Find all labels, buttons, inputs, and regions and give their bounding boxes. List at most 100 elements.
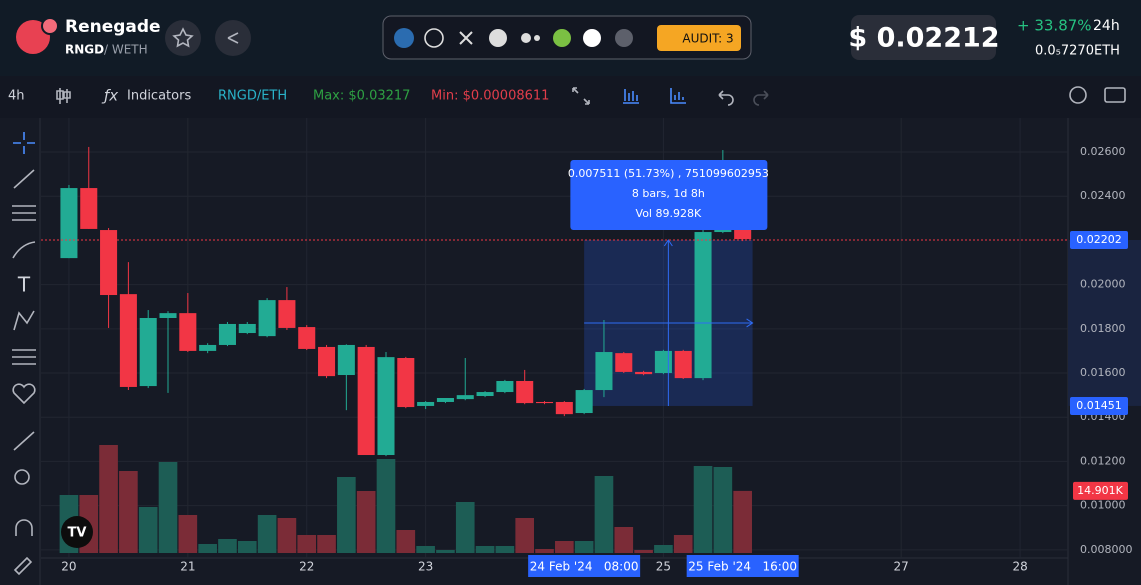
measure-tooltip bbox=[570, 160, 768, 230]
y-tick-label: 0.008000 bbox=[1080, 543, 1133, 556]
volume-bar bbox=[455, 502, 475, 553]
brush-tool[interactable] bbox=[12, 241, 36, 259]
price-marker-label: 0.01451 bbox=[1076, 399, 1122, 412]
volume-bar bbox=[713, 467, 733, 553]
lock-tool[interactable] bbox=[13, 556, 33, 576]
candle-body bbox=[377, 357, 395, 456]
volume-bar bbox=[356, 491, 376, 553]
volume-bar bbox=[555, 541, 574, 553]
fx-icon: ƒx bbox=[101, 87, 118, 105]
price-marker bbox=[1070, 230, 1128, 249]
telegram-icon[interactable] bbox=[489, 29, 507, 47]
volume-bar bbox=[693, 466, 713, 553]
favorite-button[interactable] bbox=[165, 20, 201, 56]
snapshot-icon[interactable] bbox=[1104, 87, 1126, 103]
candle-body bbox=[218, 323, 236, 345]
candle-body bbox=[615, 353, 633, 372]
candle-body bbox=[337, 344, 355, 376]
candle-body bbox=[516, 380, 534, 404]
volume-icon[interactable] bbox=[670, 88, 686, 104]
crosshair-tool[interactable] bbox=[13, 132, 35, 154]
y-tick-label: 0.02400 bbox=[1080, 189, 1126, 202]
audit-button[interactable] bbox=[657, 25, 741, 51]
fullscreen-icon[interactable] bbox=[572, 87, 590, 105]
star-icon bbox=[172, 27, 194, 48]
price-marker-label: 0.02202 bbox=[1076, 233, 1122, 246]
chart-icon[interactable] bbox=[623, 89, 639, 104]
medium-icon[interactable] bbox=[521, 33, 531, 43]
share-button[interactable] bbox=[215, 20, 251, 56]
x-tick-label: 21 bbox=[180, 560, 195, 574]
more-icon[interactable] bbox=[615, 29, 633, 47]
medium-icon-2 bbox=[534, 35, 540, 41]
volume-bar bbox=[475, 546, 495, 553]
ruler-tool[interactable] bbox=[13, 431, 35, 451]
volume-bar bbox=[237, 541, 257, 553]
tv-logo-mark: TV bbox=[68, 526, 87, 541]
trend-tool[interactable] bbox=[13, 169, 35, 189]
x-icon[interactable] bbox=[459, 31, 473, 45]
volume-bar bbox=[535, 549, 554, 553]
zoom-tool[interactable] bbox=[14, 469, 30, 485]
candle-type-icon[interactable] bbox=[56, 88, 71, 104]
candle-body bbox=[595, 352, 613, 391]
fib-tool[interactable] bbox=[12, 205, 36, 221]
gecko-icon[interactable] bbox=[553, 29, 571, 47]
chart: 0.02600 0.02400 0.02000 0.01800 0.01600 0.014… bbox=[39, 118, 1141, 585]
volume-bar bbox=[317, 535, 336, 553]
volume-bar bbox=[178, 515, 198, 553]
pattern-tool[interactable] bbox=[13, 310, 35, 331]
redo-icon[interactable] bbox=[753, 90, 769, 106]
candle-body bbox=[80, 188, 98, 229]
candle-body bbox=[278, 300, 296, 328]
share-icon bbox=[227, 32, 239, 44]
forecast-tool[interactable] bbox=[12, 349, 36, 365]
token-symbol: RNGD bbox=[65, 43, 104, 57]
candle-body bbox=[496, 380, 514, 393]
x-tick-label: 27 bbox=[894, 560, 909, 574]
volume-bar bbox=[277, 518, 297, 553]
candle-body bbox=[654, 350, 672, 374]
volume-bar bbox=[396, 530, 416, 553]
candle-body bbox=[159, 313, 177, 318]
settings-icon[interactable] bbox=[1069, 86, 1087, 104]
favorites-tool[interactable] bbox=[12, 383, 36, 405]
y-tick-label: 0.01000 bbox=[1080, 499, 1126, 512]
cmc-icon[interactable] bbox=[583, 29, 601, 47]
magnet-tool[interactable] bbox=[15, 519, 33, 536]
time-range-marker bbox=[528, 555, 641, 577]
text-tool[interactable]: T bbox=[17, 273, 31, 297]
volume-bar bbox=[436, 550, 455, 553]
volume-bar bbox=[654, 545, 673, 553]
volume-bar bbox=[614, 527, 634, 553]
token-name: Renegade bbox=[65, 17, 161, 37]
time-range-label: 25 Feb '24 16:00 bbox=[688, 560, 797, 574]
candle-body bbox=[318, 346, 336, 377]
change: + 33.87% bbox=[1017, 17, 1092, 35]
candle-body bbox=[357, 346, 375, 456]
x-tick-label: 20 bbox=[61, 560, 76, 574]
undo-icon[interactable] bbox=[718, 90, 734, 106]
volume-bar bbox=[515, 518, 535, 553]
measure-text: Vol 89.928K bbox=[636, 207, 702, 220]
measure-arrow-h bbox=[584, 318, 754, 328]
volume-bar bbox=[257, 515, 277, 553]
volume-bar bbox=[337, 477, 356, 553]
volume-bar bbox=[634, 550, 653, 553]
interval[interactable]: 4h bbox=[8, 89, 25, 104]
volume-bar bbox=[198, 544, 217, 553]
candle-body bbox=[60, 188, 78, 259]
candle-body bbox=[456, 395, 474, 400]
web-icon[interactable] bbox=[424, 28, 444, 48]
min-price: Min: $0.00008611 bbox=[431, 89, 549, 104]
eth-unit: ETH bbox=[1094, 44, 1120, 59]
time-range-marker bbox=[686, 555, 799, 577]
candle-body bbox=[476, 392, 494, 397]
site-icon[interactable] bbox=[394, 28, 414, 48]
candle-body bbox=[694, 232, 712, 379]
indicators-button[interactable]: Indicators bbox=[127, 89, 191, 104]
candle-body bbox=[397, 358, 415, 408]
candle-body bbox=[635, 371, 653, 375]
time-range-label: 24 Feb '24 08:00 bbox=[530, 560, 639, 574]
